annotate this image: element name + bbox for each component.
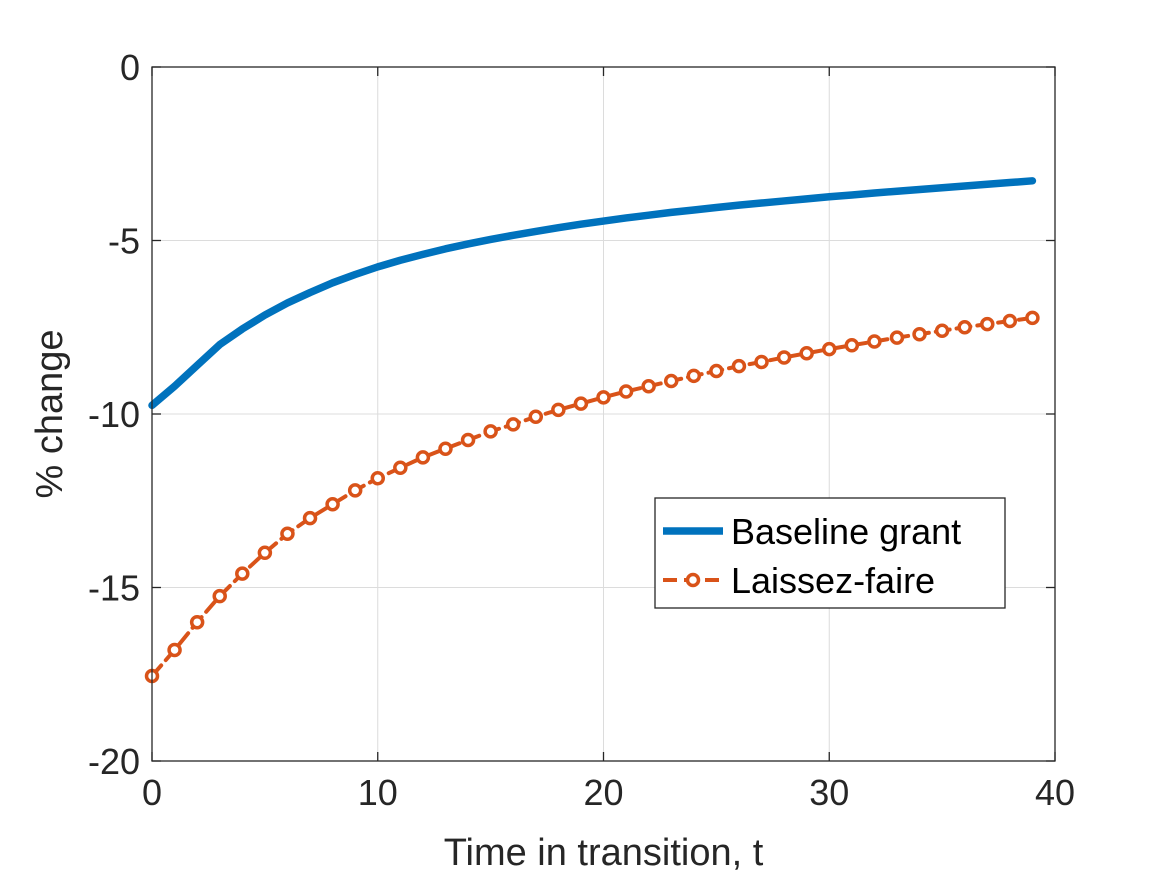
data-point-laissez-faire	[235, 566, 250, 581]
data-point-laissez-faire	[528, 409, 544, 425]
x-tick-label: 30	[809, 772, 849, 813]
data-point-laissez-faire	[280, 526, 295, 541]
data-point-laissez-faire	[1025, 310, 1040, 326]
data-point-laissez-faire	[686, 368, 702, 384]
data-point-laissez-faire	[641, 378, 656, 394]
data-point-laissez-faire	[370, 470, 385, 486]
data-point-laissez-faire	[483, 424, 498, 439]
data-point-laissez-faire	[934, 323, 950, 338]
data-point-laissez-faire	[889, 330, 905, 345]
x-tick-label: 0	[142, 772, 162, 813]
series-line-laissez-faire	[150, 315, 1035, 678]
data-point-laissez-faire	[257, 545, 273, 561]
data-point-laissez-faire	[912, 326, 927, 342]
y-tick-label: 0	[120, 47, 140, 88]
data-point-laissez-faire	[325, 496, 340, 512]
y-tick-label: -20	[88, 741, 140, 782]
data-point-laissez-faire	[980, 316, 995, 332]
data-point-laissez-faire	[776, 350, 792, 365]
data-point-laissez-faire	[393, 460, 408, 476]
x-axis-label: Time in transition, t	[444, 832, 764, 874]
legend-label-laissez-faire: Laissez-faire	[731, 560, 935, 601]
data-point-laissez-faire	[302, 510, 318, 526]
data-point-laissez-faire	[663, 373, 679, 389]
data-point-laissez-faire	[505, 417, 521, 432]
x-tick-label: 20	[583, 772, 623, 813]
data-point-laissez-faire	[709, 363, 724, 379]
data-point-laissez-faire	[618, 384, 634, 399]
grid-lines	[152, 67, 1055, 761]
data-point-laissez-faire	[415, 450, 431, 465]
data-point-laissez-faire	[551, 402, 566, 418]
data-point-laissez-faire	[347, 483, 363, 498]
data-point-laissez-faire	[867, 334, 882, 349]
legend: Baseline grant Laissez-faire	[654, 497, 1006, 609]
data-point-laissez-faire	[573, 396, 589, 411]
y-tick-label: -5	[108, 221, 140, 262]
data-point-laissez-faire	[189, 614, 205, 630]
data-point-laissez-faire	[1002, 313, 1018, 329]
series-line-baseline-grant	[148, 177, 1037, 410]
legend-marker-laissez-faire	[685, 572, 701, 588]
data-point-laissez-faire	[754, 354, 769, 370]
y-axis-label: % change	[29, 329, 71, 498]
data-point-laissez-faire	[957, 320, 972, 335]
data-point-laissez-faire	[844, 338, 860, 353]
x-tick-label: 40	[1035, 772, 1075, 813]
y-tick-label: -15	[88, 568, 140, 609]
series-layer	[144, 177, 1040, 684]
data-point-laissez-faire	[167, 642, 182, 658]
y-tick-label: -10	[88, 394, 140, 435]
data-point-laissez-faire	[212, 588, 227, 604]
axis-ticks: 0 10 20 30 40 0 -5 -10 -15 -20	[88, 47, 1075, 813]
x-tick-label: 10	[358, 772, 398, 813]
data-point-laissez-faire	[731, 358, 747, 374]
legend-label-baseline-grant: Baseline grant	[731, 511, 961, 552]
legend-box	[654, 497, 1006, 609]
data-point-laissez-faire	[799, 346, 814, 361]
data-point-laissez-faire	[596, 390, 611, 405]
data-point-laissez-faire	[822, 341, 837, 357]
data-point-laissez-faire	[438, 441, 453, 456]
data-point-laissez-faire	[460, 432, 476, 448]
